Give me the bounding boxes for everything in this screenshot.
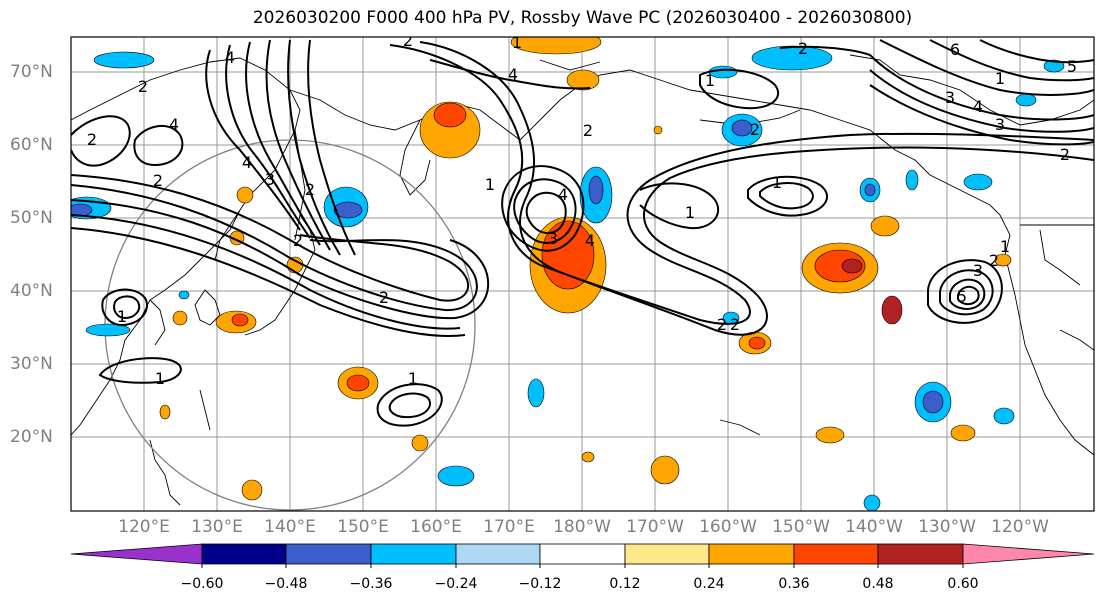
contour-label: 4: [558, 185, 568, 204]
lat-label-40n: 40°N: [10, 281, 53, 301]
lat-label-70n: 70°N: [10, 62, 53, 82]
colorbar-segment: [708, 543, 795, 565]
colorbar-tick-label: −0.24: [434, 576, 478, 592]
contour-label: 2: [138, 77, 148, 96]
contour-label: 1: [117, 307, 127, 326]
lat-label-50n: 50°N: [10, 208, 53, 228]
colorbar-tick-label: 0.24: [693, 576, 725, 592]
contour-label: 5: [1067, 57, 1077, 76]
lon-label-140w: 140°W: [845, 517, 903, 537]
contour-label: 2: [989, 251, 999, 270]
colorbar: [70, 543, 1095, 568]
contour-label: 1: [408, 369, 418, 388]
contour-label: 6: [950, 40, 960, 59]
lon-label-130e: 130°E: [191, 517, 243, 537]
contour-label: 1: [512, 33, 522, 52]
contour-label: 2: [87, 130, 97, 149]
contour-label: 3: [265, 170, 275, 189]
contour-label: 2: [730, 315, 740, 334]
contour-label: 3: [973, 261, 983, 280]
lon-label-150e: 150°E: [337, 517, 389, 537]
contour-label: 2: [379, 288, 389, 307]
contour-label: 1: [995, 69, 1005, 88]
colorbar-tick-label: 0.60: [947, 576, 979, 592]
lon-label-120w: 120°W: [991, 517, 1049, 537]
contour-label: 4: [973, 97, 983, 116]
contour-label: 1: [685, 203, 695, 222]
lon-label-160w: 160°W: [699, 517, 757, 537]
contour-label: 1: [705, 71, 715, 90]
contour-label: 3: [945, 88, 955, 107]
contour-label: 1: [485, 175, 495, 194]
contour-label: 1: [1000, 237, 1010, 256]
contour-label: 2: [1060, 145, 1070, 164]
contour-label: 4: [169, 115, 179, 134]
contour-labels: 2 1 2 2 2 4 1 4 2 2 2 1 6 5 4 3 2 2 4 3 …: [87, 31, 1077, 388]
map-title: 2026030200 F000 400 hPa PV, Rossby Wave …: [252, 8, 913, 28]
map-border: [70, 36, 1095, 512]
lon-label-170w: 170°W: [626, 517, 684, 537]
colorbar-segment: [624, 543, 710, 565]
colorbar-tick-label: −0.12: [518, 576, 562, 592]
colorbar-tick-label: −0.48: [264, 576, 308, 592]
contour-label: 2: [583, 121, 593, 140]
contour-label: 2: [798, 39, 808, 58]
lon-label-130w: 130°W: [918, 517, 976, 537]
lat-label-20n: 20°N: [10, 427, 53, 447]
colorbar-segment: [285, 543, 372, 565]
colorbar-extend-right: [962, 543, 1095, 565]
colorbar-tick-label: −0.60: [180, 576, 224, 592]
lat-label-60n: 60°N: [10, 135, 53, 155]
lon-label-180w: 180°W: [553, 517, 611, 537]
contour-label: 1: [155, 369, 165, 388]
colorbar-tick-label: 0.48: [862, 576, 894, 592]
contour-label: 2: [153, 171, 163, 190]
contour-label: 3: [548, 229, 558, 248]
contour-label: 2: [750, 120, 760, 139]
colorbar-segment: [370, 543, 457, 565]
contour-label: 4: [242, 153, 252, 172]
contour-label: 4: [585, 231, 595, 250]
lon-label-120e: 120°E: [118, 517, 170, 537]
colorbar-segment: [877, 543, 964, 565]
colorbar-segment: [201, 543, 287, 565]
contour-label: 5: [957, 287, 967, 306]
colorbar-segment: [793, 543, 879, 565]
lon-label-140e: 140°E: [264, 517, 316, 537]
colorbar-segment: [455, 543, 541, 565]
contour-label: 4: [225, 48, 235, 67]
lon-label-170e: 170°E: [483, 517, 535, 537]
colorbar-tick-label: −0.36: [349, 576, 393, 592]
contour-label: 2: [717, 315, 727, 334]
contour-label: 3: [995, 115, 1005, 134]
contour-label: 2: [305, 180, 315, 199]
pc-shading: [71, 37, 1065, 511]
colorbar-tick-label: 0.36: [778, 576, 810, 592]
lat-label-30n: 30°N: [10, 354, 53, 374]
lon-label-160e: 160°E: [410, 517, 462, 537]
colorbar-tick-label: 0.12: [609, 576, 641, 592]
colorbar-segment: [539, 543, 626, 565]
contour-label: 2: [403, 31, 413, 50]
contour-label: 4: [508, 65, 518, 84]
lon-label-150w: 150°W: [772, 517, 830, 537]
contour-label: 1: [772, 173, 782, 192]
contour-label: 2: [293, 231, 303, 250]
colorbar-extend-left: [70, 543, 203, 565]
pv-contours: [71, 39, 1094, 427]
